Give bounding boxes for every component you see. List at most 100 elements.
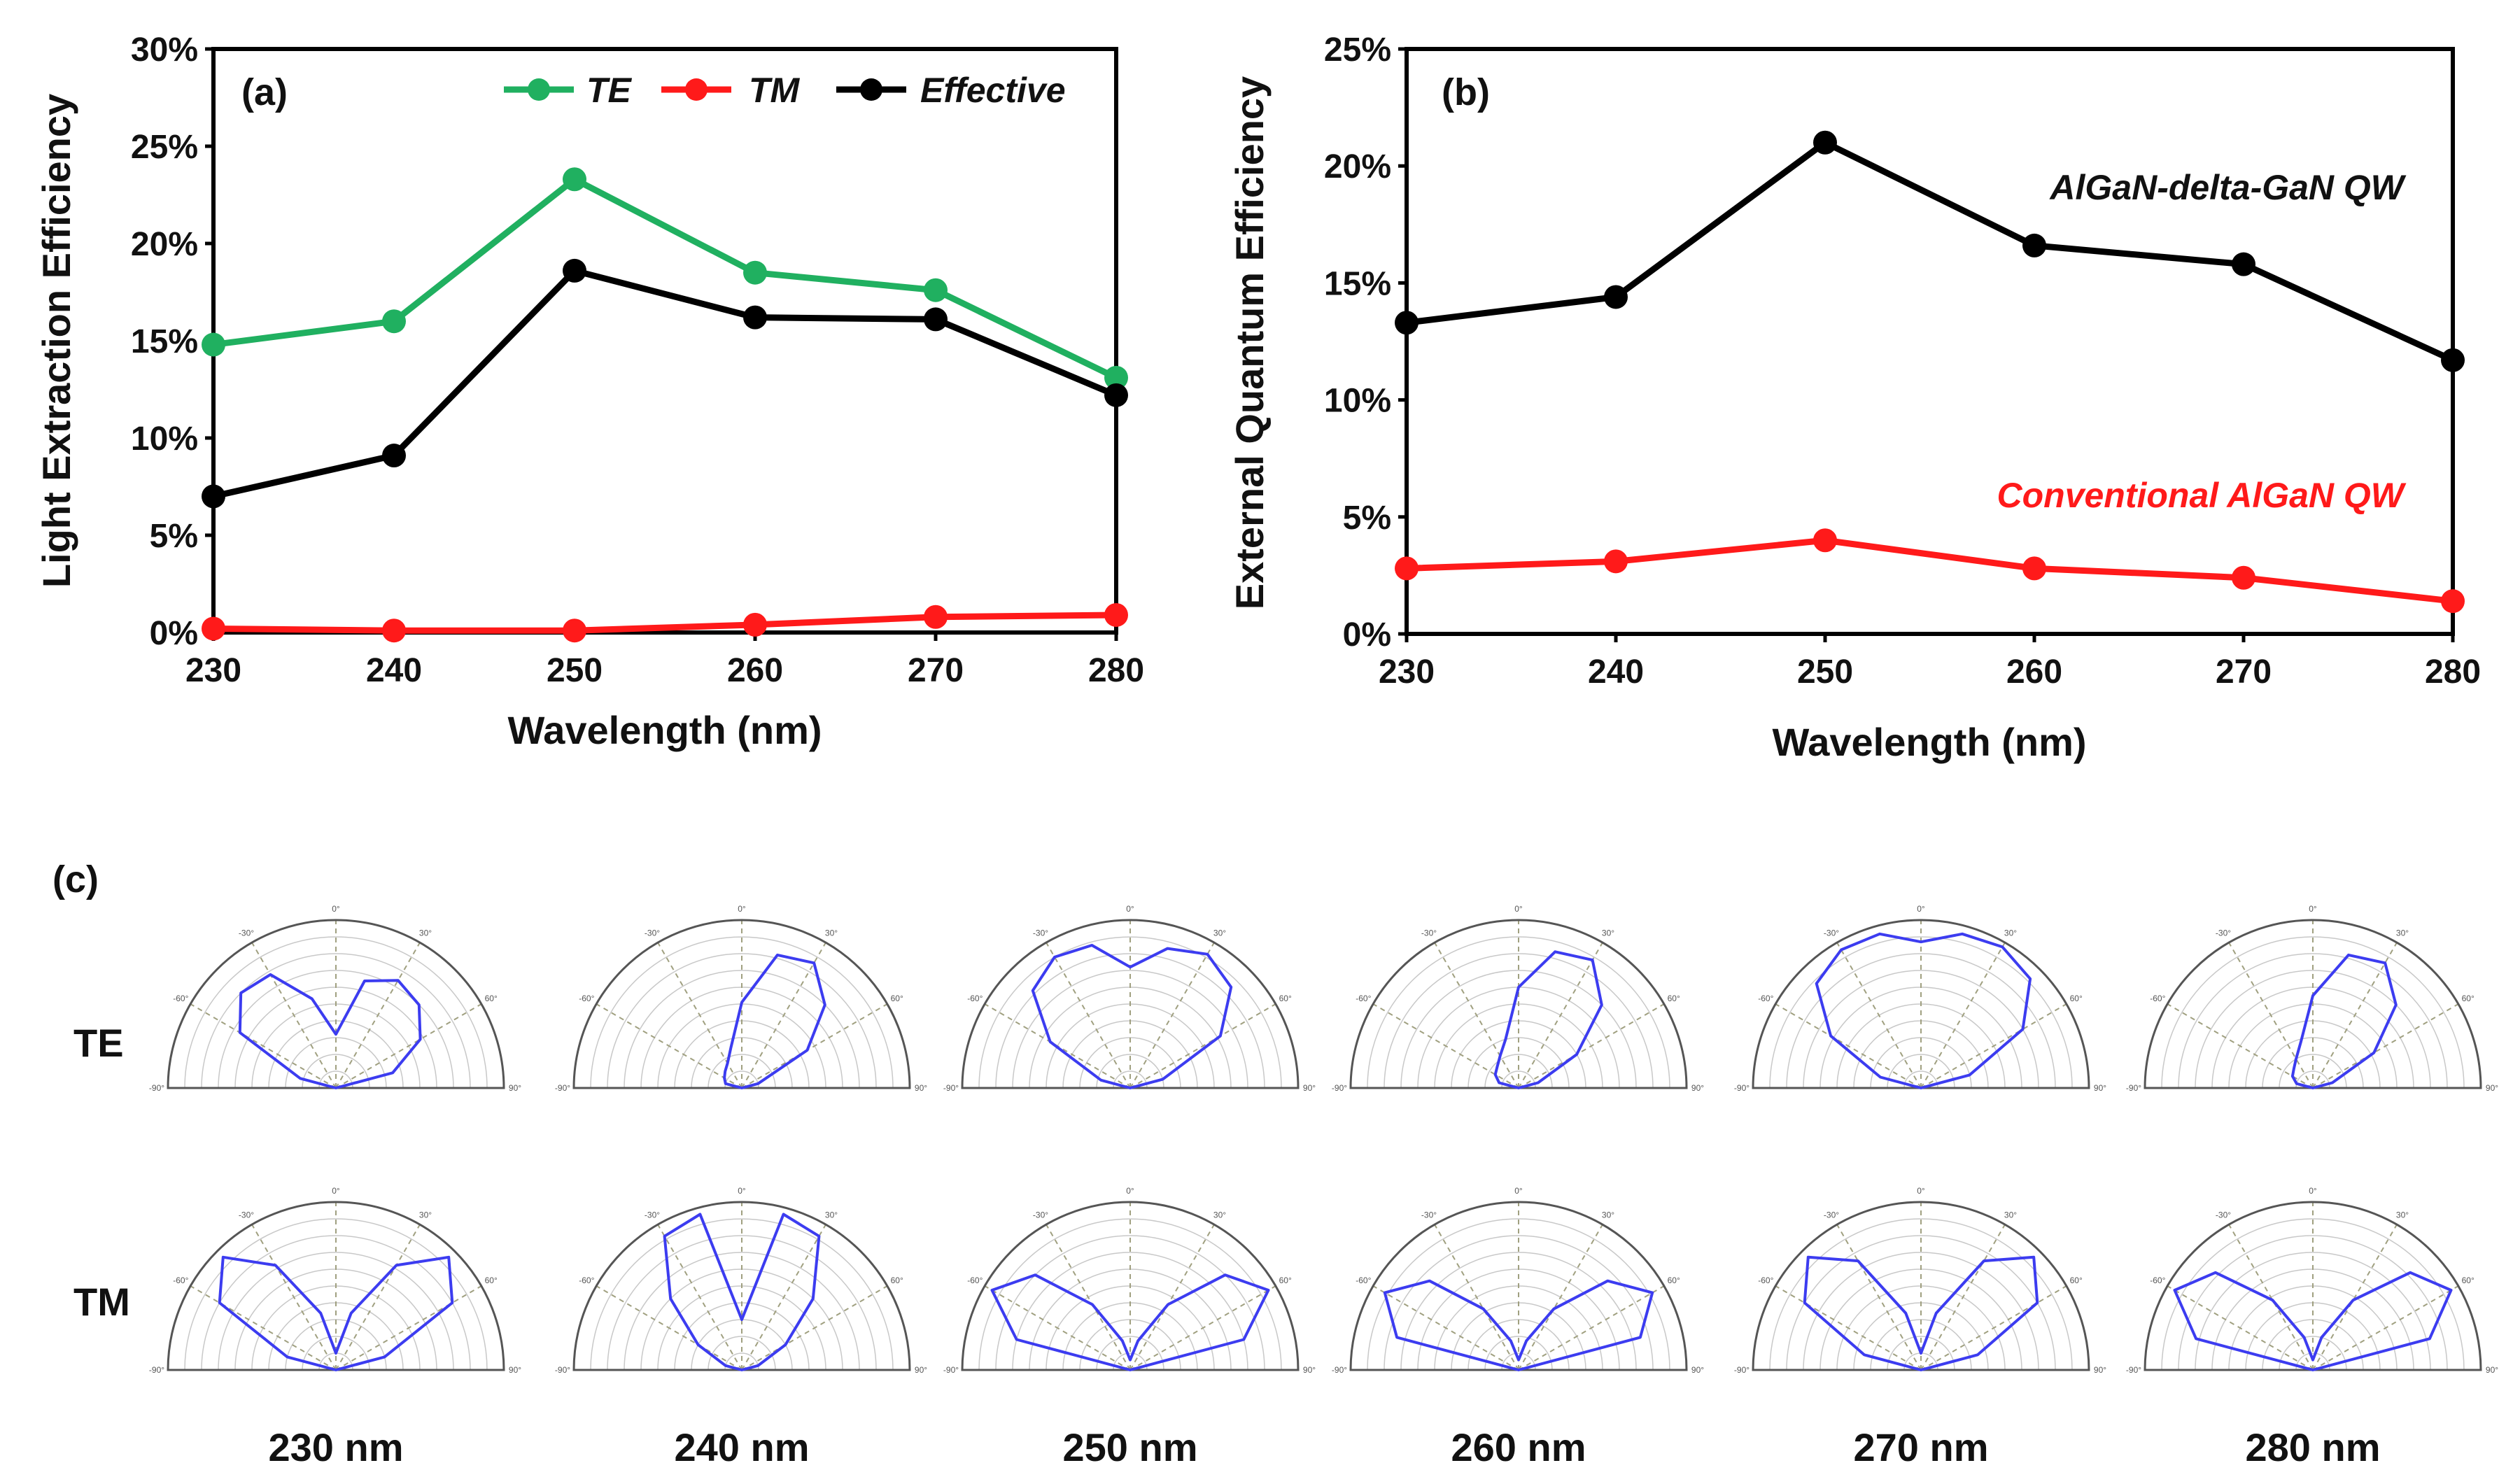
polar-ring xyxy=(2262,1319,2364,1371)
polar-ring xyxy=(2195,970,2431,1089)
polar-angle-label: 0° xyxy=(1514,904,1523,914)
polar-spoke xyxy=(2228,1224,2314,1371)
x-tick-label: 250 xyxy=(1797,653,1853,691)
y-tick-label: 10% xyxy=(1324,383,1391,420)
legend-tm-label: TM xyxy=(749,71,801,110)
data-point-b-1-0 xyxy=(1395,556,1419,581)
polar-angle-label: 60° xyxy=(1668,994,1680,1003)
polar-ring xyxy=(2262,1037,2364,1089)
polar-ring xyxy=(201,953,471,1089)
polar-angle-label: -60° xyxy=(1356,1275,1371,1285)
legend-te-marker xyxy=(528,78,550,101)
polar-spoke xyxy=(1518,1285,1665,1371)
data-point-a-1-0 xyxy=(202,616,225,641)
polar-angle-label: 0° xyxy=(1514,1186,1523,1196)
polar-outline xyxy=(572,919,911,1089)
panel-a-xlabel: Wavelength (nm) xyxy=(507,708,822,752)
polar-spoke xyxy=(251,1224,337,1371)
polar-spoke xyxy=(1920,1003,2067,1089)
polar-plot-te-1: -90° -60° -30° 0° 30° 60° 90° xyxy=(555,904,927,1093)
y-tick-label: 25% xyxy=(131,129,198,166)
polar-ring xyxy=(1012,1252,1248,1371)
y-tick-label: 5% xyxy=(150,518,198,555)
polar-outline xyxy=(1752,1201,2090,1371)
polar-angle-label: -30° xyxy=(2216,1210,2231,1220)
y-tick-label: 25% xyxy=(1324,31,1391,69)
polar-ring xyxy=(607,953,877,1089)
data-point-a-0-1 xyxy=(382,309,406,334)
polar-spoke xyxy=(190,1003,337,1089)
polar-angle-label: 90° xyxy=(2486,1365,2498,1375)
data-point-b-1-3 xyxy=(2022,556,2046,581)
polar-angle-label: 30° xyxy=(1602,1210,1614,1220)
polar-angle-label: 90° xyxy=(2094,1365,2106,1375)
polar-angle-label: 30° xyxy=(2004,928,2017,938)
x-tick-label: 230 xyxy=(1379,653,1435,691)
data-point-a-2-0 xyxy=(202,484,225,509)
panel-b-ticks: 0% 5% 10% 15% 20% 25% 230 240 250 260 270 280 xyxy=(1324,31,2481,691)
polar-angle-label: 60° xyxy=(2070,994,2083,1003)
polar-ring xyxy=(302,1054,370,1089)
data-point-a-1-1 xyxy=(382,619,406,643)
polar-ring xyxy=(1012,970,1248,1089)
polar-spoke xyxy=(2228,942,2314,1089)
polar-ring xyxy=(318,1070,353,1089)
x-tick-label: 230 xyxy=(185,652,241,689)
polar-angle-label: -90° xyxy=(943,1083,959,1093)
legend-effective-marker xyxy=(860,78,882,101)
series-line-a-0 xyxy=(213,176,1118,381)
polar-ring xyxy=(2161,936,2465,1089)
x-tick-label: 270 xyxy=(908,652,964,689)
x-tick-label: 280 xyxy=(2425,653,2481,691)
y-tick-label: 15% xyxy=(1324,265,1391,302)
data-point-b-1-2 xyxy=(1813,528,1837,553)
polar-angle-label: -30° xyxy=(645,928,660,938)
polar-curve-te-0 xyxy=(238,973,422,1089)
polar-ring xyxy=(285,1319,387,1371)
y-tick-label: 5% xyxy=(1343,500,1391,537)
polar-spoke xyxy=(1518,1224,1603,1371)
polar-ring xyxy=(1079,1319,1181,1371)
polar-angle-label: 30° xyxy=(2396,1210,2409,1220)
polar-angle-label: 30° xyxy=(2396,928,2409,938)
polar-angle-label: 90° xyxy=(509,1365,521,1375)
legend-effective-label: Effective xyxy=(920,71,1066,110)
polar-angle-label: 30° xyxy=(825,928,838,938)
polar-angle-label: -90° xyxy=(149,1365,164,1375)
polar-curve-te-3 xyxy=(1493,950,1603,1089)
panel-b-chart: 0% 5% 10% 15% 20% 25% 230 240 250 260 270 280 (b) E… xyxy=(1227,31,2481,764)
polar-spoke xyxy=(335,1003,482,1089)
polar-angle-label: 60° xyxy=(485,1275,498,1285)
data-point-a-0-2 xyxy=(563,167,586,192)
polar-angle-label: -30° xyxy=(1421,928,1437,938)
polar-angle-label: 60° xyxy=(1279,994,1292,1003)
panel-b-series xyxy=(1395,130,2465,614)
polar-spoke xyxy=(2312,942,2398,1089)
x-tick-label: 240 xyxy=(366,652,422,689)
polar-spoke xyxy=(1836,1224,1922,1371)
polar-spoke xyxy=(1046,942,1131,1089)
polar-ring xyxy=(590,936,894,1089)
polar-spoke xyxy=(2167,1003,2314,1089)
polar-angle-label: 0° xyxy=(332,904,340,914)
polar-outline xyxy=(1752,919,2090,1089)
polar-angle-label: 30° xyxy=(419,928,432,938)
x-tick-label: 280 xyxy=(1088,652,1144,689)
data-point-b-1-5 xyxy=(2441,589,2465,614)
panel-b-annotation-conventional: Conventional AlGaN QW xyxy=(1997,476,2407,515)
series-line-a-2 xyxy=(213,267,1118,500)
polar-captions: 230 nm 240 nm 250 nm 260 nm 270 nm 280 n… xyxy=(269,1425,2381,1469)
polar-angle-label: -30° xyxy=(1421,1210,1437,1220)
polar-angle-label: -30° xyxy=(239,928,254,938)
data-point-b-0-5 xyxy=(2441,348,2465,372)
polar-spoke xyxy=(2312,1285,2459,1371)
polar-ring xyxy=(995,953,1265,1089)
polar-plot-te-5: -90° -60° -30° 0° 30° 60° 90° xyxy=(2126,904,2498,1093)
polar-ring xyxy=(978,936,1282,1089)
y-tick-label: 15% xyxy=(131,323,198,360)
polar-spoke xyxy=(596,1285,742,1371)
polar-spoke xyxy=(1920,1224,2006,1371)
polar-ring xyxy=(691,1037,793,1089)
data-point-a-1-2 xyxy=(563,619,586,643)
polar-ring xyxy=(1384,953,1654,1089)
